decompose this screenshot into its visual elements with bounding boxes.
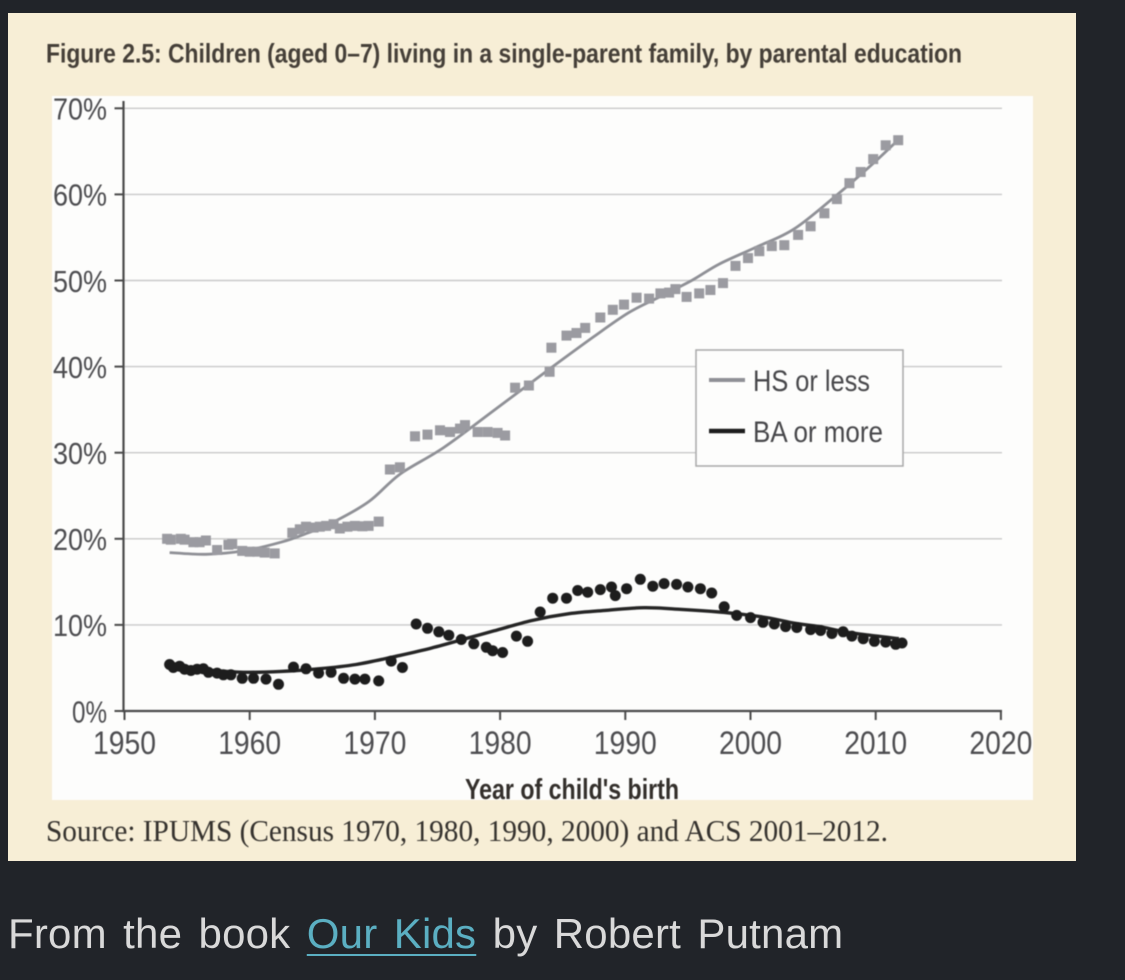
svg-text:BA or more: BA or more xyxy=(753,416,883,449)
svg-text:50%: 50% xyxy=(53,264,107,299)
svg-text:Year of child's birth: Year of child's birth xyxy=(465,774,679,806)
svg-text:30%: 30% xyxy=(53,436,107,471)
svg-text:0%: 0% xyxy=(72,694,107,729)
svg-text:2010: 2010 xyxy=(844,725,907,761)
svg-text:2020: 2020 xyxy=(969,725,1032,761)
svg-text:1970: 1970 xyxy=(343,725,406,761)
svg-text:60%: 60% xyxy=(53,178,107,213)
svg-text:20%: 20% xyxy=(53,522,107,557)
svg-text:1980: 1980 xyxy=(469,725,532,761)
svg-text:1950: 1950 xyxy=(93,725,156,761)
svg-text:Figure 2.5: Children (aged 0–7: Figure 2.5: Children (aged 0–7) living i… xyxy=(46,39,962,69)
svg-text:Source: IPUMS (Census 1970, 19: Source: IPUMS (Census 1970, 1980, 1990, … xyxy=(46,813,888,848)
svg-text:10%: 10% xyxy=(53,608,107,643)
svg-text:2000: 2000 xyxy=(719,725,782,761)
svg-text:HS or less: HS or less xyxy=(753,365,870,398)
svg-text:70%: 70% xyxy=(53,92,107,127)
svg-text:1990: 1990 xyxy=(594,725,657,761)
svg-text:40%: 40% xyxy=(53,350,107,385)
svg-text:1960: 1960 xyxy=(218,725,281,761)
